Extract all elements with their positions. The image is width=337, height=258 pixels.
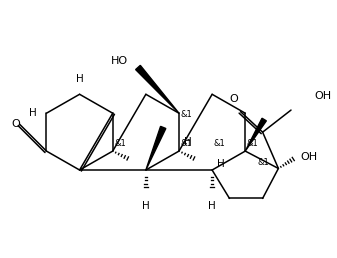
Text: &1: &1 [181, 139, 192, 148]
Text: &1: &1 [214, 139, 225, 148]
Polygon shape [146, 126, 166, 170]
Text: O: O [12, 119, 21, 129]
Text: H: H [217, 159, 224, 169]
Text: H: H [142, 201, 150, 211]
Polygon shape [245, 118, 266, 151]
Text: H: H [29, 108, 37, 118]
Polygon shape [135, 65, 179, 113]
Text: &1: &1 [114, 139, 126, 148]
Text: HO: HO [111, 56, 128, 66]
Text: OH: OH [315, 91, 332, 101]
Text: H: H [208, 201, 216, 211]
Text: &1: &1 [181, 110, 192, 119]
Text: O: O [230, 94, 239, 104]
Text: H: H [76, 74, 84, 84]
Text: OH: OH [301, 152, 317, 162]
Text: &1: &1 [258, 158, 270, 167]
Text: H: H [184, 137, 191, 147]
Text: &1: &1 [247, 139, 258, 148]
